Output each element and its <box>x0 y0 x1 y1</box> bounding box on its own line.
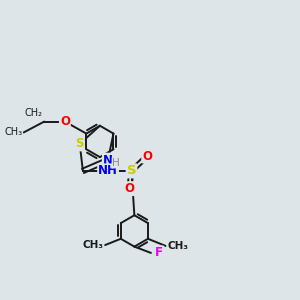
Text: H: H <box>112 158 120 168</box>
Text: CH₂: CH₂ <box>25 108 43 118</box>
Text: N: N <box>103 154 113 167</box>
Text: S: S <box>76 137 84 150</box>
Text: O: O <box>60 115 70 128</box>
Text: F: F <box>155 246 163 260</box>
Text: O: O <box>124 182 134 195</box>
Text: S: S <box>127 164 136 177</box>
Text: O: O <box>142 149 152 163</box>
Text: CH₃: CH₃ <box>167 241 188 251</box>
Text: NH: NH <box>98 164 118 177</box>
Text: CH₃: CH₃ <box>82 240 103 250</box>
Text: CH₃: CH₃ <box>4 128 22 137</box>
